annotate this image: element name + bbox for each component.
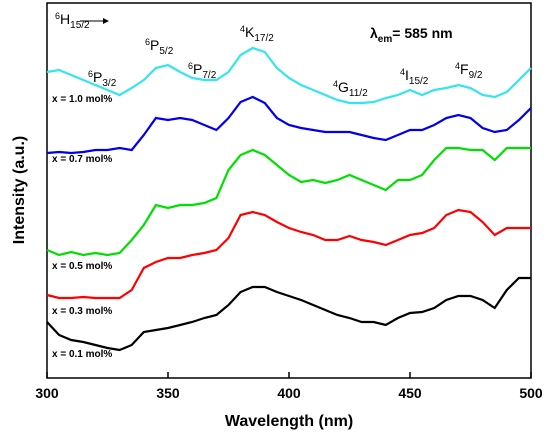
x-tick-label: 300 — [35, 385, 59, 401]
transition-sup: 6 — [188, 61, 193, 71]
transition-sup: 4 — [240, 24, 245, 34]
series-label: x = 0.1 mol% — [52, 349, 112, 360]
x-tick-label: 500 — [519, 385, 543, 401]
transition-sub: 5/2 — [159, 46, 173, 57]
transition-sub: 3/2 — [102, 78, 116, 89]
transition-sup: 6 — [145, 37, 150, 47]
transition-sub: 9/2 — [469, 70, 483, 81]
emission-base: λ — [370, 25, 378, 41]
series-line — [46, 208, 531, 300]
transition-label: 4I15/2 — [400, 67, 429, 87]
transition-base: P — [150, 37, 159, 53]
x-tick-label: 400 — [277, 385, 301, 401]
transition-label: 6P5/2 — [145, 37, 174, 57]
transition-sub: 11/2 — [349, 88, 368, 99]
x-axis-label: Wavelength (nm) — [225, 413, 353, 430]
transition-label: 6P3/2 — [88, 69, 117, 89]
transition-sup: 6 — [88, 69, 93, 79]
emission-sub: em — [378, 34, 393, 45]
x-tick-label: 350 — [156, 385, 180, 401]
series-label: x = 1.0 mol% — [52, 94, 112, 105]
transition-label: 6H15/2 — [55, 11, 90, 31]
transition-sub: 17/2 — [254, 33, 274, 44]
series-line — [46, 146, 531, 257]
x-tick-label: 450 — [398, 385, 422, 401]
transition-sub: 15/2 — [409, 76, 429, 87]
transition-label: 4F9/2 — [455, 61, 483, 81]
transition-label: 4K17/2 — [240, 24, 274, 44]
series-label: x = 0.3 mol% — [52, 306, 112, 317]
plot-frame — [46, 2, 532, 379]
transition-sub: 15/2 — [70, 20, 90, 31]
transition-base: I — [405, 67, 409, 83]
transition-base: G — [338, 79, 349, 95]
transition-base: P — [93, 69, 102, 85]
transition-sup: 4 — [400, 67, 405, 77]
transition-sup: 6 — [55, 11, 60, 21]
series-label: x = 0.5 mol% — [52, 261, 112, 272]
series-line — [46, 95, 532, 155]
transition-label: 6P7/2 — [188, 61, 217, 81]
transition-base: F — [460, 61, 469, 77]
y-axis-label: Intensity (a.u.) — [11, 136, 28, 244]
arrow-head — [103, 18, 109, 24]
transition-sup: 4 — [333, 79, 338, 89]
series-label: x = 0.7 mol% — [52, 154, 112, 165]
series-line — [46, 276, 531, 352]
emission-label: λem= 585 nm — [370, 25, 453, 45]
transition-base: K — [245, 24, 255, 40]
transition-base: P — [193, 61, 202, 77]
series-line — [46, 46, 532, 105]
emission-rest: = 585 nm — [392, 25, 452, 41]
transition-sub: 7/2 — [202, 70, 216, 81]
transition-base: H — [60, 11, 70, 27]
transition-sup: 4 — [455, 61, 460, 71]
transition-label: 4G11/2 — [333, 79, 368, 99]
